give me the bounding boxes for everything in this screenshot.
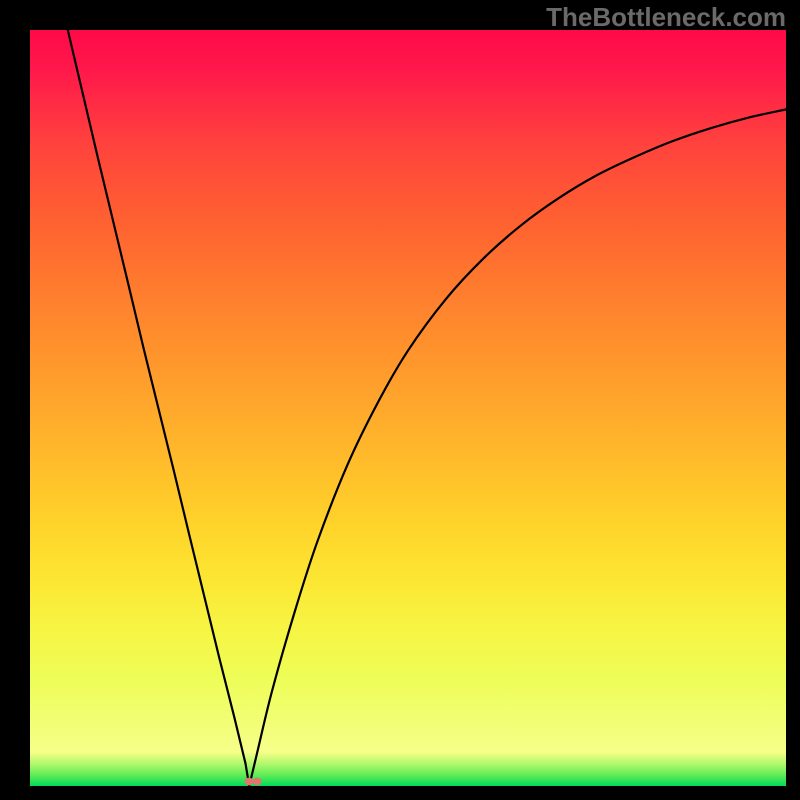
attribution-watermark: TheBottleneck.com — [546, 2, 786, 33]
chart-svg — [0, 0, 800, 800]
chart-container: TheBottleneck.com — [0, 0, 800, 800]
plot-background — [30, 30, 786, 786]
